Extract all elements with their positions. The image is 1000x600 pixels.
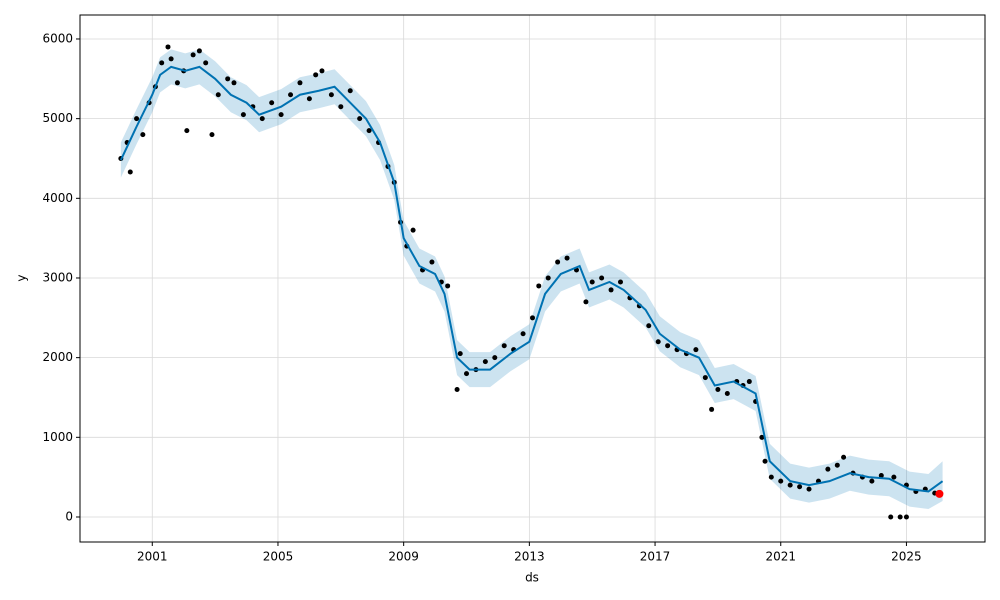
observed-point [464, 371, 470, 377]
observed-point [165, 44, 171, 50]
observed-point [608, 287, 614, 293]
observed-point [168, 56, 174, 62]
observed-point [869, 478, 875, 484]
y-tick-label: 4000 [42, 191, 73, 205]
observed-point [878, 473, 884, 479]
observed-point [599, 275, 605, 281]
observed-point [709, 406, 715, 412]
plot-frame [79, 14, 986, 543]
observed-point [646, 323, 652, 329]
observed-point [841, 454, 847, 460]
observed-point [903, 514, 909, 520]
observed-point [231, 80, 237, 86]
y-tick-label: 3000 [42, 270, 73, 284]
observed-point [825, 466, 831, 472]
observed-point [225, 76, 231, 82]
observed-point [806, 486, 812, 492]
observed-point [140, 132, 146, 138]
x-tick-label: 2017 [640, 550, 671, 564]
y-tick-label: 0 [65, 509, 73, 523]
observed-point [520, 331, 526, 337]
observed-point [190, 52, 196, 58]
observed-point [306, 96, 312, 102]
observed-point [269, 100, 275, 106]
observed-point [655, 339, 661, 345]
x-tick-label: 2009 [388, 550, 419, 564]
observed-point [313, 72, 319, 78]
observed-point [665, 343, 671, 349]
observed-point [429, 259, 435, 265]
observed-point [184, 128, 190, 134]
forecast-line [119, 65, 944, 493]
observed-point [724, 390, 730, 396]
observed-point [759, 434, 765, 440]
observed-point [797, 484, 803, 490]
observed-point [127, 169, 133, 175]
observed-point [693, 347, 699, 353]
observed-point [888, 514, 894, 520]
observed-point [297, 80, 303, 86]
observed-point [536, 283, 542, 289]
observed-point [174, 80, 180, 86]
highlight-point [935, 489, 944, 498]
observed-point [366, 128, 372, 134]
observed-point [834, 462, 840, 468]
y-tick-label: 2000 [42, 350, 73, 364]
observed-point [492, 355, 498, 361]
x-tick-label: 2013 [514, 550, 545, 564]
observed-point [338, 104, 344, 110]
observed-point [501, 343, 507, 349]
observed-point [357, 116, 363, 122]
observed-point [891, 474, 897, 480]
observed-point [259, 116, 265, 122]
observed-point [209, 132, 215, 138]
observed-point [445, 283, 451, 289]
observed-point [746, 379, 752, 385]
y-tick-label: 1000 [42, 430, 73, 444]
observed-point [768, 474, 774, 480]
observed-point [778, 478, 784, 484]
observed-point [589, 279, 595, 285]
y-tick-label: 6000 [42, 31, 73, 45]
observed-point [482, 359, 488, 365]
observed-point [787, 482, 793, 488]
x-tick-label: 2025 [891, 550, 922, 564]
observed-point [328, 92, 334, 98]
observed-point [347, 88, 353, 94]
observed-point [159, 60, 165, 66]
observed-point [583, 299, 589, 305]
x-axis-label: ds [525, 571, 539, 585]
observed-point [545, 275, 551, 281]
observed-point [196, 48, 202, 54]
observed-point [617, 279, 623, 285]
observed-point [410, 227, 416, 233]
observed-point [203, 60, 209, 66]
observed-point [702, 375, 708, 381]
observed-point [564, 255, 570, 261]
observed-point [715, 387, 721, 393]
observed-point [278, 112, 284, 118]
uncertainty-band [120, 49, 943, 510]
y-tick-label: 5000 [42, 111, 73, 125]
x-tick-label: 2021 [765, 550, 796, 564]
observed-point [319, 68, 325, 74]
observed-point [762, 458, 768, 464]
x-tick-label: 2001 [137, 550, 168, 564]
observed-point [215, 92, 221, 98]
x-tick-label: 2005 [263, 550, 294, 564]
observed-point [457, 351, 463, 357]
observed-point [530, 315, 535, 321]
y-axis-label: y [15, 274, 29, 281]
observed-point [454, 387, 460, 393]
observed-point [897, 514, 903, 520]
observed-point [134, 116, 140, 122]
observed-point [240, 112, 246, 118]
observed-point [288, 92, 294, 98]
observed-point [555, 259, 561, 265]
